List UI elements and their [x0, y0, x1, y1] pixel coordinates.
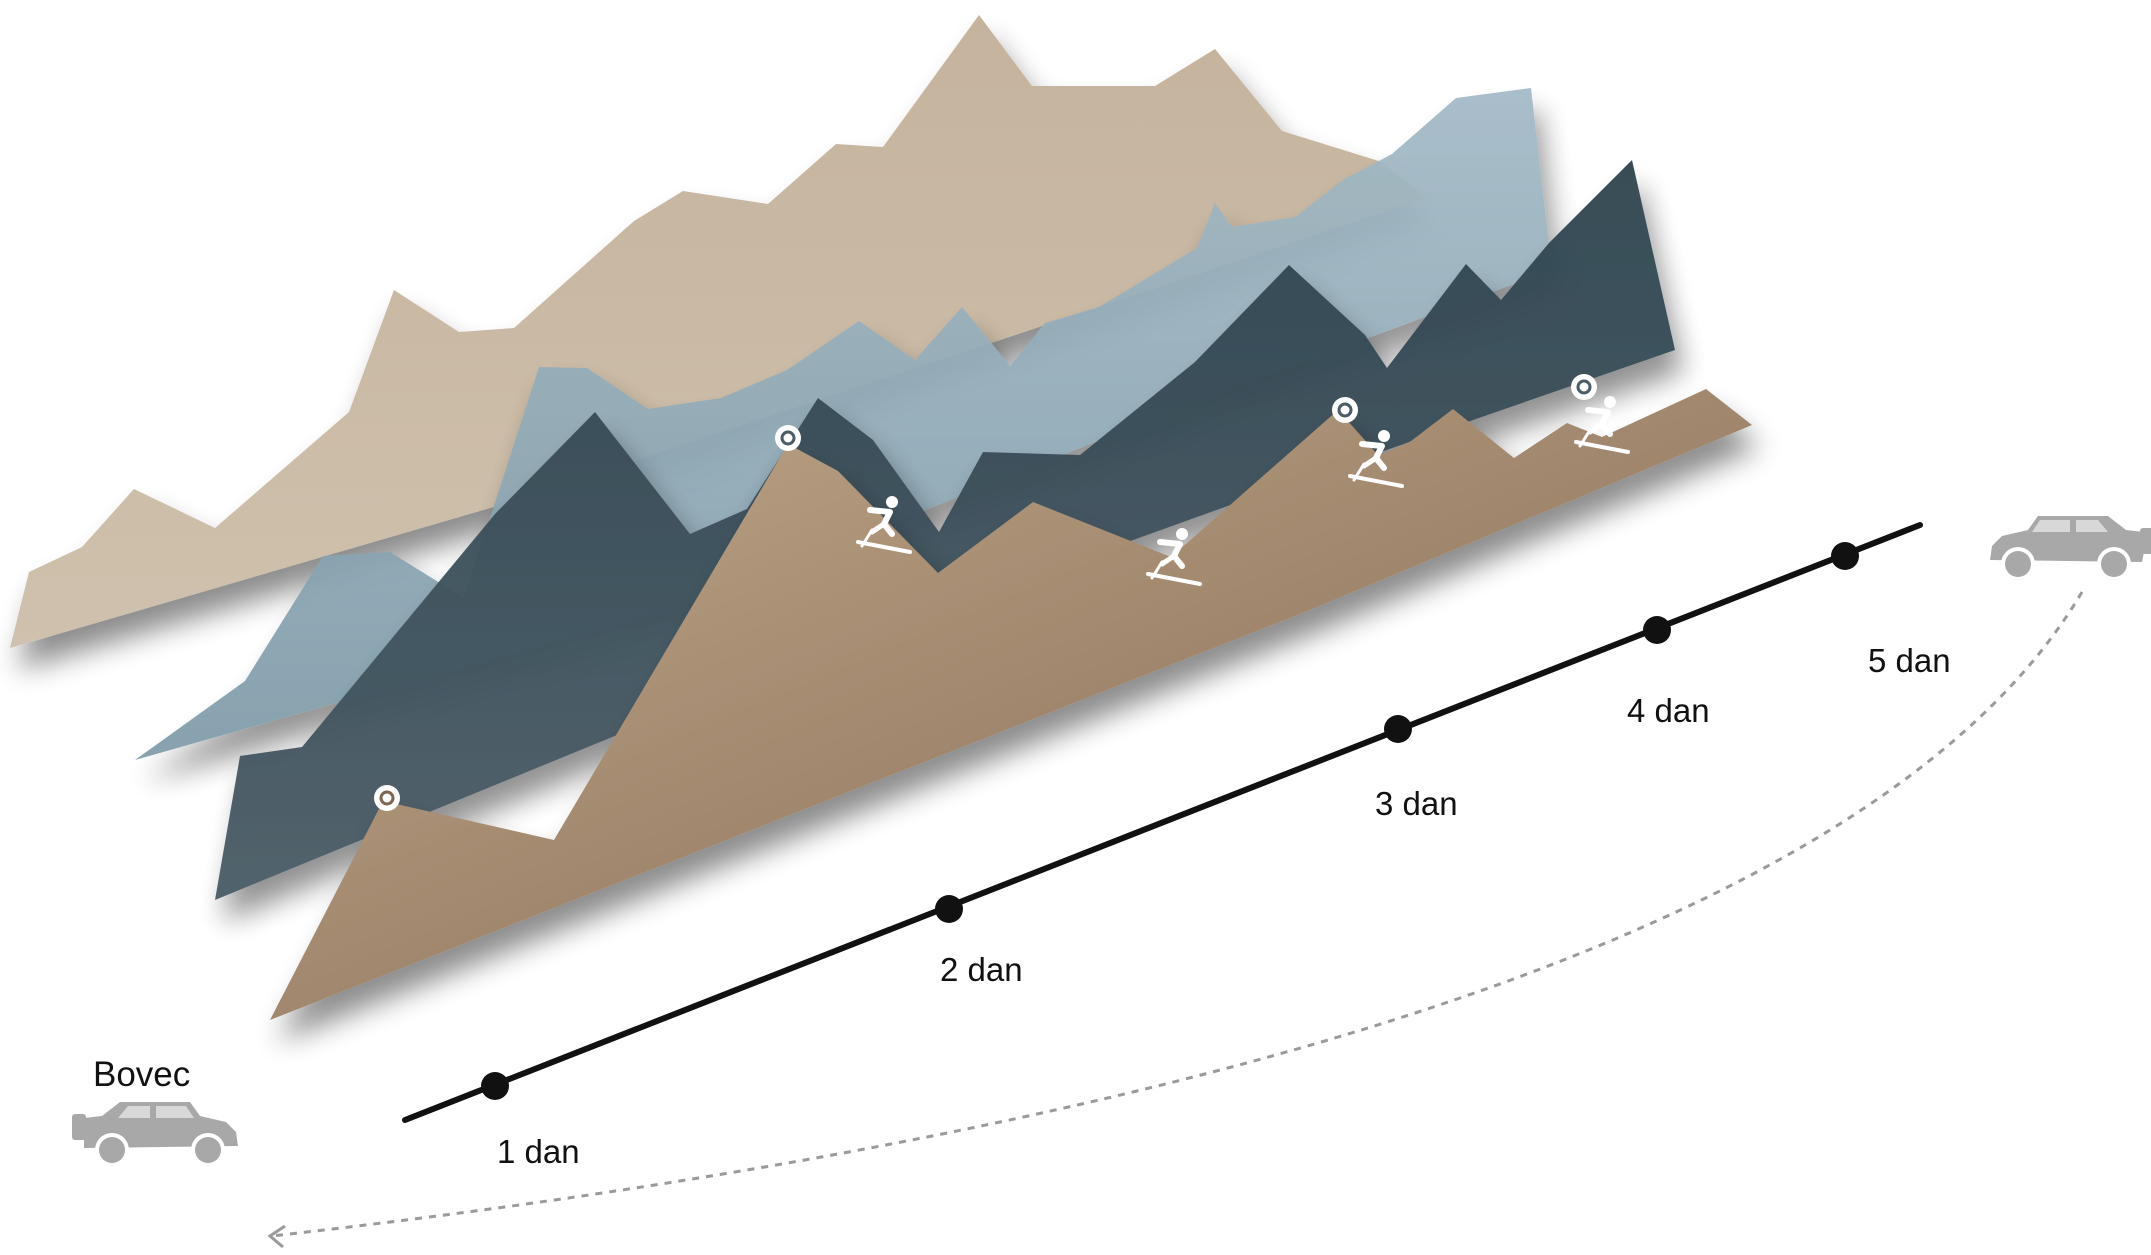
- summit-marker-icon: [775, 425, 801, 451]
- summit-marker-icon: [1571, 374, 1597, 400]
- summit-markers: [374, 374, 1597, 811]
- day-label: 2 dan: [940, 951, 1023, 988]
- return-route-arrowhead: [267, 1224, 286, 1249]
- end-car-icon: [1990, 516, 2151, 581]
- day-label: 3 dan: [1375, 785, 1458, 822]
- day-label: 1 dan: [497, 1133, 580, 1170]
- day-label: 4 dan: [1627, 692, 1710, 729]
- day-marker: [1643, 616, 1671, 644]
- day-marker: [481, 1072, 509, 1100]
- summit-marker-icon: [1332, 397, 1358, 423]
- day-marker: [1831, 542, 1859, 570]
- start-car-icon: [72, 1102, 238, 1167]
- back-mountain-range: [10, 15, 1425, 648]
- skier-icon: [1146, 528, 1202, 586]
- start-location-label: Bovec: [93, 1055, 190, 1094]
- skier-icon: [1348, 430, 1404, 488]
- front-mountain-range: [270, 389, 1752, 1020]
- mountain-layers: [10, 15, 1752, 1020]
- skier-markers: [856, 396, 1630, 586]
- skier-icon: [1574, 396, 1630, 454]
- dark-mountain-range: [215, 160, 1675, 900]
- day-marker: [1384, 715, 1412, 743]
- summit-marker-icon: [374, 785, 400, 811]
- timeline: 1 dan 2 dan 3 dan 4 dan 5 dan: [402, 522, 1951, 1170]
- day-label: 5 dan: [1868, 642, 1951, 679]
- return-route: [271, 591, 2084, 1238]
- skier-icon: [856, 496, 912, 554]
- day-marker: [935, 895, 963, 923]
